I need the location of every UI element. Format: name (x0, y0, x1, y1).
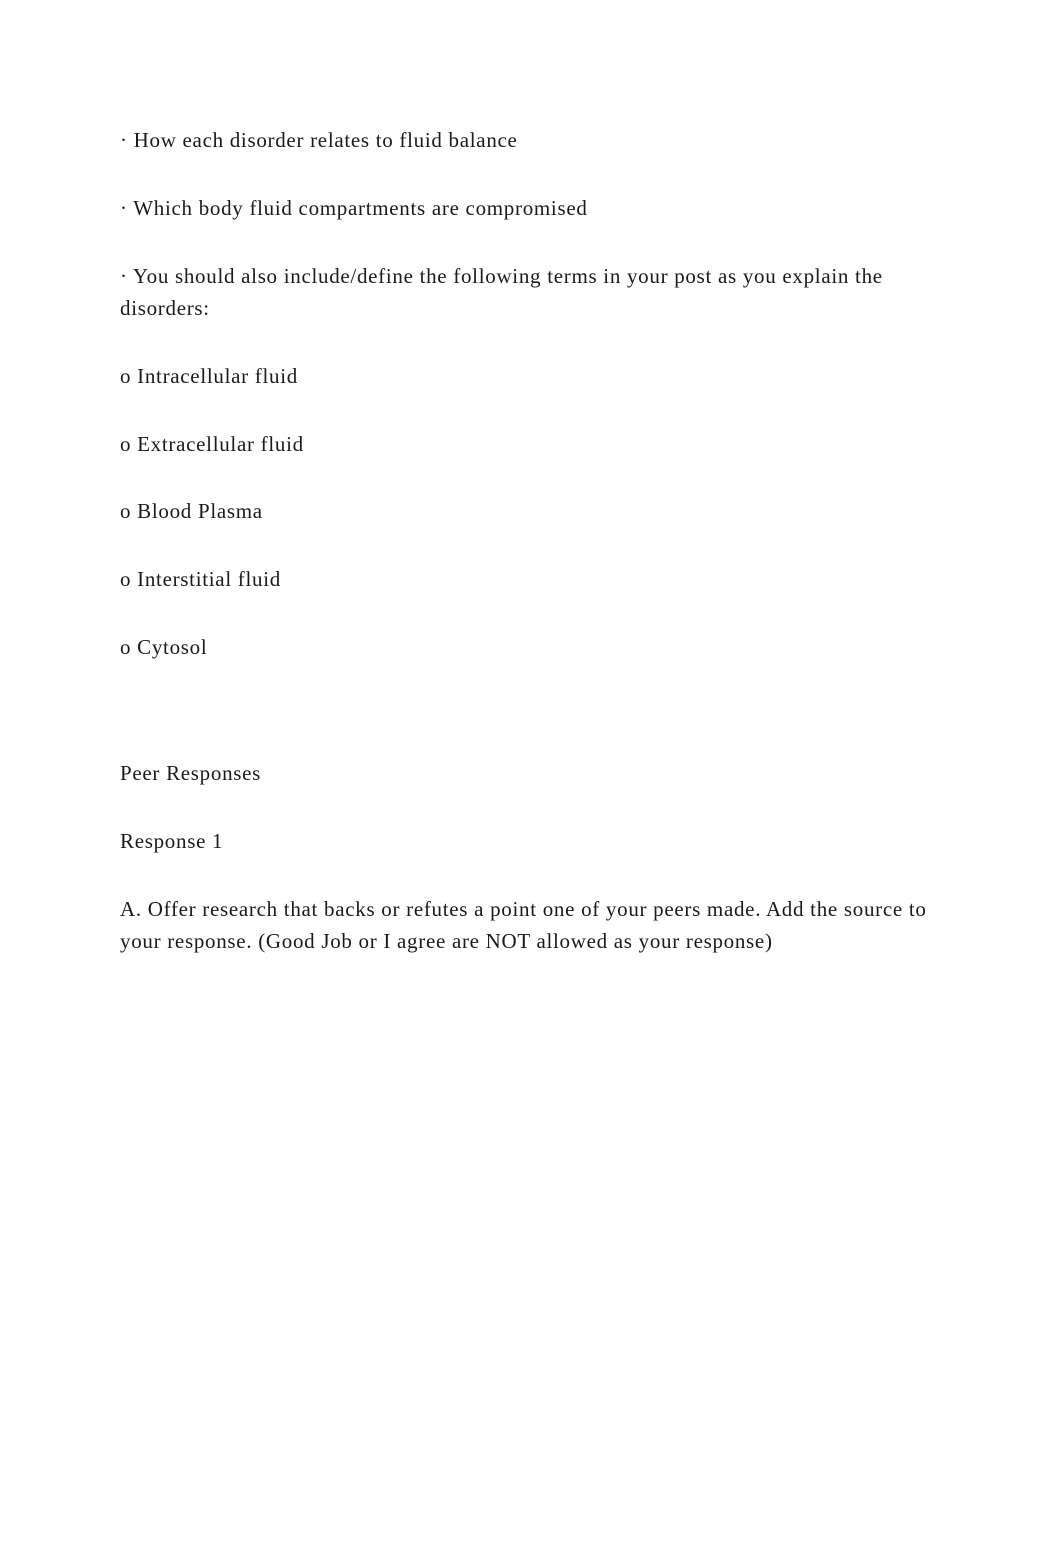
section-gap (120, 700, 942, 758)
sub-bullet-item: o Cytosol (120, 632, 942, 664)
bullet-item: · You should also include/define the fol… (120, 261, 942, 325)
section-heading: Peer Responses (120, 758, 942, 790)
sub-bullet-item: o Interstitial fluid (120, 564, 942, 596)
sub-bullet-item: o Extracellular fluid (120, 429, 942, 461)
sub-bullet-item: o Intracellular fluid (120, 361, 942, 393)
body-paragraph: A. Offer research that backs or refutes … (120, 894, 942, 958)
bullet-item: · Which body fluid compartments are comp… (120, 193, 942, 225)
document-page: · How each disorder relates to fluid bal… (0, 0, 1062, 1114)
sub-heading: Response 1 (120, 826, 942, 858)
sub-bullet-item: o Blood Plasma (120, 496, 942, 528)
bullet-item: · How each disorder relates to fluid bal… (120, 125, 942, 157)
